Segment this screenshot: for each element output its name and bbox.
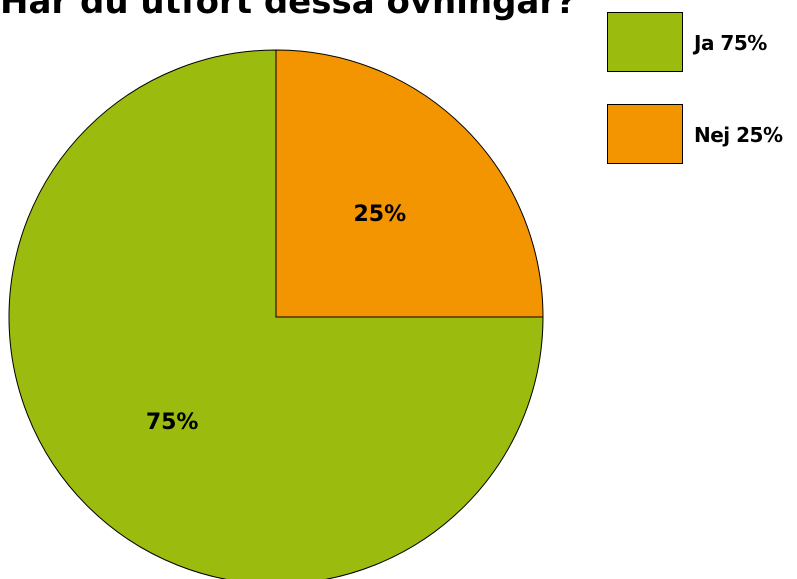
slice-label-nej: 25%	[354, 202, 407, 227]
legend-swatch-ja	[607, 12, 683, 72]
slice-labels: 25% 75%	[146, 202, 406, 435]
legend-swatch-nej	[607, 104, 683, 164]
pie-slice-ja	[8, 49, 544, 579]
slice-label-ja: 75%	[146, 410, 199, 435]
legend-label-ja: Ja 75%	[694, 31, 767, 55]
pie-slices	[8, 49, 544, 579]
chart-title: Har du utfört dessa övningar?	[0, 0, 576, 22]
legend-label-nej: Nej 25%	[694, 123, 783, 147]
pie-slice-nej	[275, 49, 544, 318]
